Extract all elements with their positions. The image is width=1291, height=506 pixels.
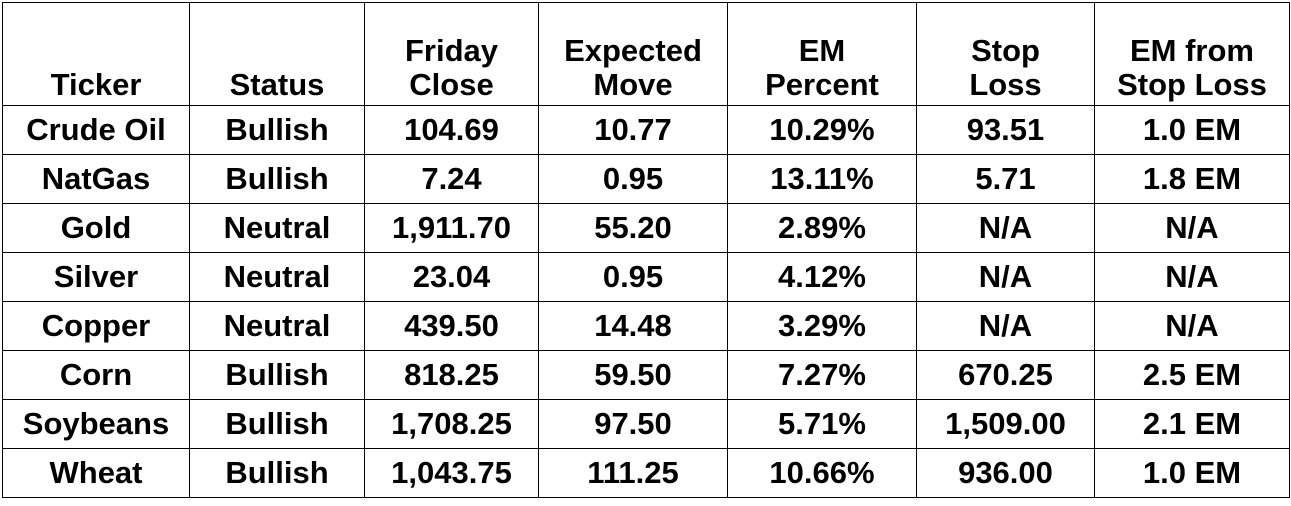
ticker-cell: Gold: [2, 203, 190, 253]
header-text: Friday: [404, 32, 499, 68]
header-friday-close: Friday Close: [364, 2, 539, 106]
em-from-stop-loss-cell: 1.8 EM: [1094, 154, 1290, 204]
expected-move-cell: 10.77: [538, 105, 728, 155]
em-from-stop-loss-cell: 2.5 EM: [1094, 350, 1290, 400]
em-percent-cell: 7.27%: [727, 350, 917, 400]
header-text: Expected: [564, 32, 702, 68]
em-from-stop-loss-cell: 2.1 EM: [1094, 399, 1290, 449]
status-cell: Neutral: [189, 203, 365, 253]
table-row: Silver Neutral 23.04 0.95 4.12% N/A N/A: [2, 252, 1290, 302]
em-from-stop-loss-cell: N/A: [1094, 252, 1290, 302]
em-from-stop-loss-cell: 1.0 EM: [1094, 448, 1290, 498]
expected-move-cell: 55.20: [538, 203, 728, 253]
table-row: Corn Bullish 818.25 59.50 7.27% 670.25 2…: [2, 350, 1290, 400]
em-percent-cell: 2.89%: [727, 203, 917, 253]
em-from-stop-loss-cell: 1.0 EM: [1094, 105, 1290, 155]
stop-loss-cell: 93.51: [916, 105, 1095, 155]
header-em-percent: EM Percent: [727, 2, 917, 106]
commodities-table: Ticker Status Friday Close Expected Move…: [2, 2, 1290, 498]
status-cell: Bullish: [189, 399, 365, 449]
header-text: Loss: [969, 66, 1042, 102]
header-text: EM: [798, 32, 846, 68]
em-percent-cell: 3.29%: [727, 301, 917, 351]
friday-close-cell: 1,708.25: [364, 399, 539, 449]
table-row: Wheat Bullish 1,043.75 111.25 10.66% 936…: [2, 448, 1290, 498]
status-cell: Bullish: [189, 448, 365, 498]
header-stop-loss: Stop Loss: [916, 2, 1095, 106]
header-status: Status: [189, 2, 365, 106]
friday-close-cell: 818.25: [364, 350, 539, 400]
stop-loss-cell: N/A: [916, 203, 1095, 253]
friday-close-cell: 1,911.70: [364, 203, 539, 253]
expected-move-cell: 14.48: [538, 301, 728, 351]
table-row: Copper Neutral 439.50 14.48 3.29% N/A N/…: [2, 301, 1290, 351]
header-text: Move: [593, 66, 673, 102]
header-text: Percent: [765, 66, 879, 102]
stop-loss-cell: N/A: [916, 252, 1095, 302]
status-cell: Bullish: [189, 105, 365, 155]
ticker-cell: Silver: [2, 252, 190, 302]
em-percent-cell: 5.71%: [727, 399, 917, 449]
expected-move-cell: 97.50: [538, 399, 728, 449]
header-text: Status: [229, 66, 325, 102]
ticker-cell: Copper: [2, 301, 190, 351]
header-em-from-stop-loss: EM from Stop Loss: [1094, 2, 1290, 106]
em-from-stop-loss-cell: N/A: [1094, 301, 1290, 351]
em-percent-cell: 10.29%: [727, 105, 917, 155]
header-text: Stop Loss: [1117, 66, 1267, 102]
expected-move-cell: 59.50: [538, 350, 728, 400]
header-text: Close: [409, 66, 494, 102]
stop-loss-cell: N/A: [916, 301, 1095, 351]
em-percent-cell: 4.12%: [727, 252, 917, 302]
header-ticker: Ticker: [2, 2, 190, 106]
friday-close-cell: 439.50: [364, 301, 539, 351]
friday-close-cell: 23.04: [364, 252, 539, 302]
ticker-cell: Corn: [2, 350, 190, 400]
status-cell: Neutral: [189, 301, 365, 351]
em-from-stop-loss-cell: N/A: [1094, 203, 1290, 253]
expected-move-cell: 0.95: [538, 252, 728, 302]
header-expected-move: Expected Move: [538, 2, 728, 106]
table-row: NatGas Bullish 7.24 0.95 13.11% 5.71 1.8…: [2, 154, 1290, 204]
stop-loss-cell: 670.25: [916, 350, 1095, 400]
stop-loss-cell: 936.00: [916, 448, 1095, 498]
ticker-cell: Wheat: [2, 448, 190, 498]
ticker-cell: NatGas: [2, 154, 190, 204]
em-percent-cell: 13.11%: [727, 154, 917, 204]
status-cell: Bullish: [189, 350, 365, 400]
stop-loss-cell: 1,509.00: [916, 399, 1095, 449]
status-cell: Bullish: [189, 154, 365, 204]
header-text: EM from: [1130, 32, 1254, 68]
ticker-cell: Crude Oil: [2, 105, 190, 155]
table-row: Crude Oil Bullish 104.69 10.77 10.29% 93…: [2, 105, 1290, 155]
expected-move-cell: 0.95: [538, 154, 728, 204]
friday-close-cell: 7.24: [364, 154, 539, 204]
friday-close-cell: 104.69: [364, 105, 539, 155]
ticker-cell: Soybeans: [2, 399, 190, 449]
stop-loss-cell: 5.71: [916, 154, 1095, 204]
header-text: Stop: [971, 32, 1040, 68]
expected-move-cell: 111.25: [538, 448, 728, 498]
friday-close-cell: 1,043.75: [364, 448, 539, 498]
table-row: Soybeans Bullish 1,708.25 97.50 5.71% 1,…: [2, 399, 1290, 449]
status-cell: Neutral: [189, 252, 365, 302]
header-text: Ticker: [50, 66, 142, 102]
em-percent-cell: 10.66%: [727, 448, 917, 498]
header-row: Ticker Status Friday Close Expected Move…: [2, 2, 1290, 106]
table-row: Gold Neutral 1,911.70 55.20 2.89% N/A N/…: [2, 203, 1290, 253]
